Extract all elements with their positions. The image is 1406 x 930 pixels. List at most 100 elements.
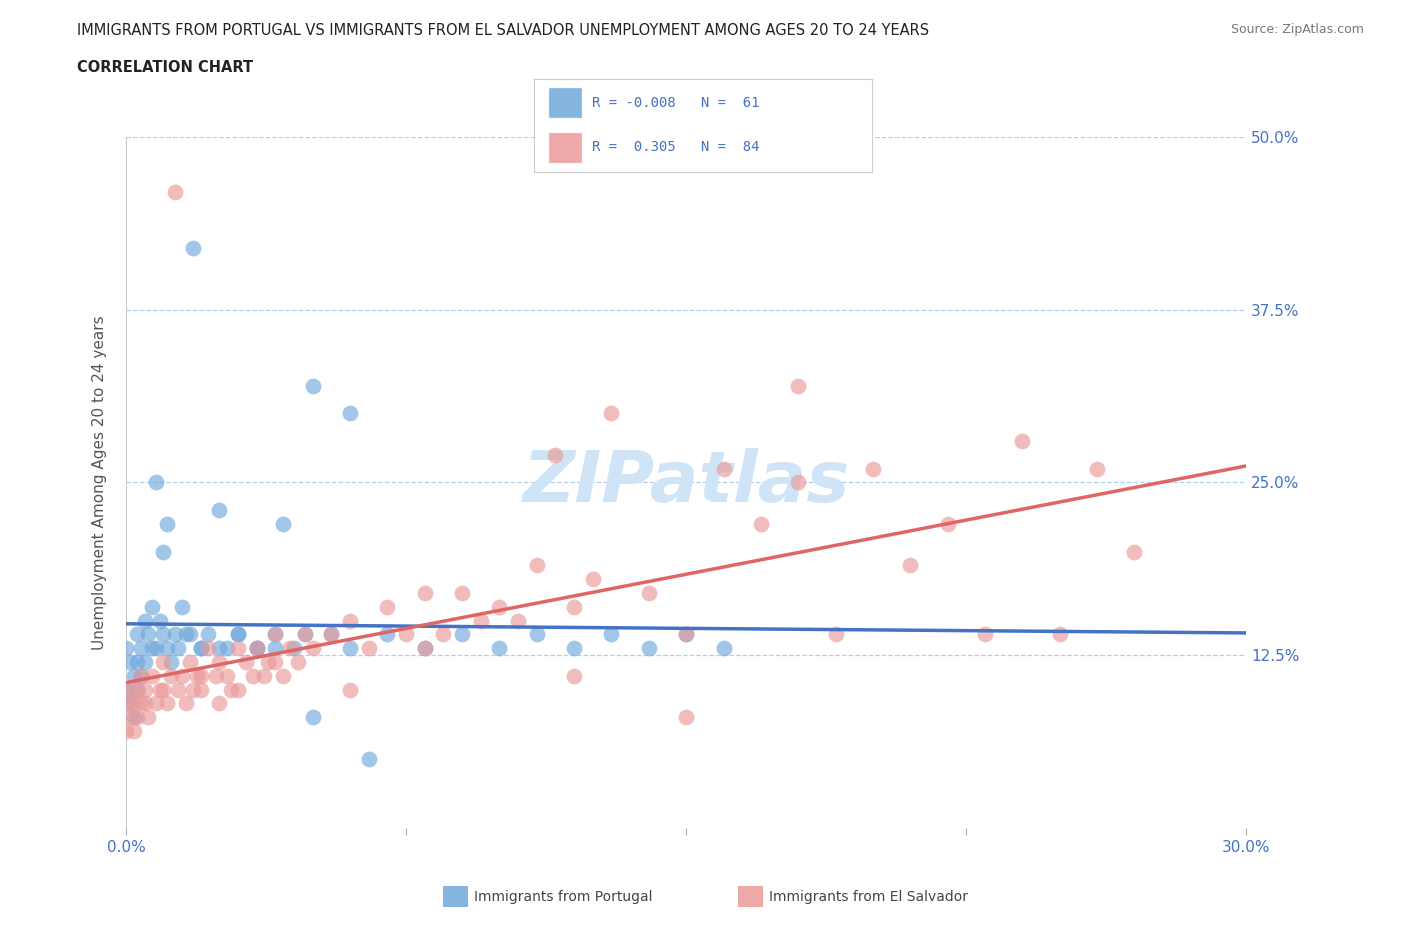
Y-axis label: Unemployment Among Ages 20 to 24 years: Unemployment Among Ages 20 to 24 years <box>93 315 107 650</box>
Point <box>127 683 149 698</box>
Point <box>129 696 152 711</box>
Point <box>174 696 197 711</box>
Point <box>713 641 735 656</box>
Point <box>152 655 174 670</box>
Point <box>787 475 810 490</box>
Point <box>190 641 212 656</box>
Point <box>432 627 454 642</box>
Point <box>134 613 156 628</box>
Text: IMMIGRANTS FROM PORTUGAL VS IMMIGRANTS FROM EL SALVADOR UNEMPLOYMENT AMONG AGES : IMMIGRANTS FROM PORTUGAL VS IMMIGRANTS F… <box>77 23 929 38</box>
Point <box>129 669 152 684</box>
Point <box>152 683 174 698</box>
Point <box>582 572 605 587</box>
Point <box>179 655 201 670</box>
Point <box>115 724 138 738</box>
Point <box>115 696 138 711</box>
Point <box>163 627 186 642</box>
Point <box>141 599 163 614</box>
Point <box>264 641 287 656</box>
Point <box>321 627 343 642</box>
Point <box>179 627 201 642</box>
Point <box>470 613 492 628</box>
Point <box>637 641 659 656</box>
Point <box>141 669 163 684</box>
Point <box>413 641 436 656</box>
Point <box>264 627 287 642</box>
Point <box>1011 433 1033 448</box>
Point <box>118 696 141 711</box>
Point <box>167 683 190 698</box>
Text: ZIPatlas: ZIPatlas <box>523 448 849 517</box>
Point <box>562 669 585 684</box>
Point <box>149 683 172 698</box>
Point <box>134 696 156 711</box>
Point <box>156 516 179 531</box>
Point <box>134 683 156 698</box>
Point <box>357 751 380 766</box>
Point <box>167 641 190 656</box>
Point <box>174 627 197 642</box>
Point <box>377 599 399 614</box>
Point <box>294 627 316 642</box>
Point <box>488 599 510 614</box>
Point <box>219 683 242 698</box>
Point <box>127 655 149 670</box>
Point <box>181 683 204 698</box>
Point <box>246 641 269 656</box>
Text: CORRELATION CHART: CORRELATION CHART <box>77 60 253 75</box>
Point <box>287 655 309 670</box>
Point <box>138 710 160 724</box>
Point <box>145 641 167 656</box>
Point <box>357 641 380 656</box>
Point <box>160 669 183 684</box>
Point <box>145 475 167 490</box>
Point <box>127 627 149 642</box>
Point <box>141 641 163 656</box>
Point <box>134 655 156 670</box>
Point <box>339 406 361 421</box>
Point <box>208 503 231 518</box>
Point <box>226 627 249 642</box>
Point <box>1123 544 1146 559</box>
Point <box>129 641 152 656</box>
Point <box>264 655 287 670</box>
Point <box>208 655 231 670</box>
Point <box>395 627 418 642</box>
Point <box>301 710 323 724</box>
Point <box>246 641 269 656</box>
Point <box>208 641 231 656</box>
Point <box>413 586 436 601</box>
Point <box>973 627 995 642</box>
Point <box>115 683 138 698</box>
Point <box>257 655 280 670</box>
Text: R = -0.008   N =  61: R = -0.008 N = 61 <box>592 96 759 110</box>
Text: Immigrants from El Salvador: Immigrants from El Salvador <box>769 889 969 904</box>
Point <box>1085 461 1108 476</box>
Point <box>246 641 269 656</box>
Point <box>280 641 302 656</box>
Point <box>197 627 219 642</box>
Text: Source: ZipAtlas.com: Source: ZipAtlas.com <box>1230 23 1364 36</box>
Point <box>127 710 149 724</box>
Point <box>145 696 167 711</box>
Point <box>544 447 567 462</box>
Point <box>127 683 149 698</box>
Point <box>118 655 141 670</box>
Text: R =  0.305   N =  84: R = 0.305 N = 84 <box>592 140 759 154</box>
Point <box>122 710 145 724</box>
Point <box>451 627 474 642</box>
Point <box>637 586 659 601</box>
Point <box>898 558 921 573</box>
Point <box>152 627 174 642</box>
Point <box>1049 627 1071 642</box>
Point <box>149 613 172 628</box>
Point <box>600 406 623 421</box>
Point <box>675 627 697 642</box>
Point <box>163 185 186 200</box>
Point <box>115 641 138 656</box>
Point <box>160 655 183 670</box>
Point <box>339 683 361 698</box>
Point <box>190 683 212 698</box>
Point <box>242 669 264 684</box>
Point <box>301 641 323 656</box>
